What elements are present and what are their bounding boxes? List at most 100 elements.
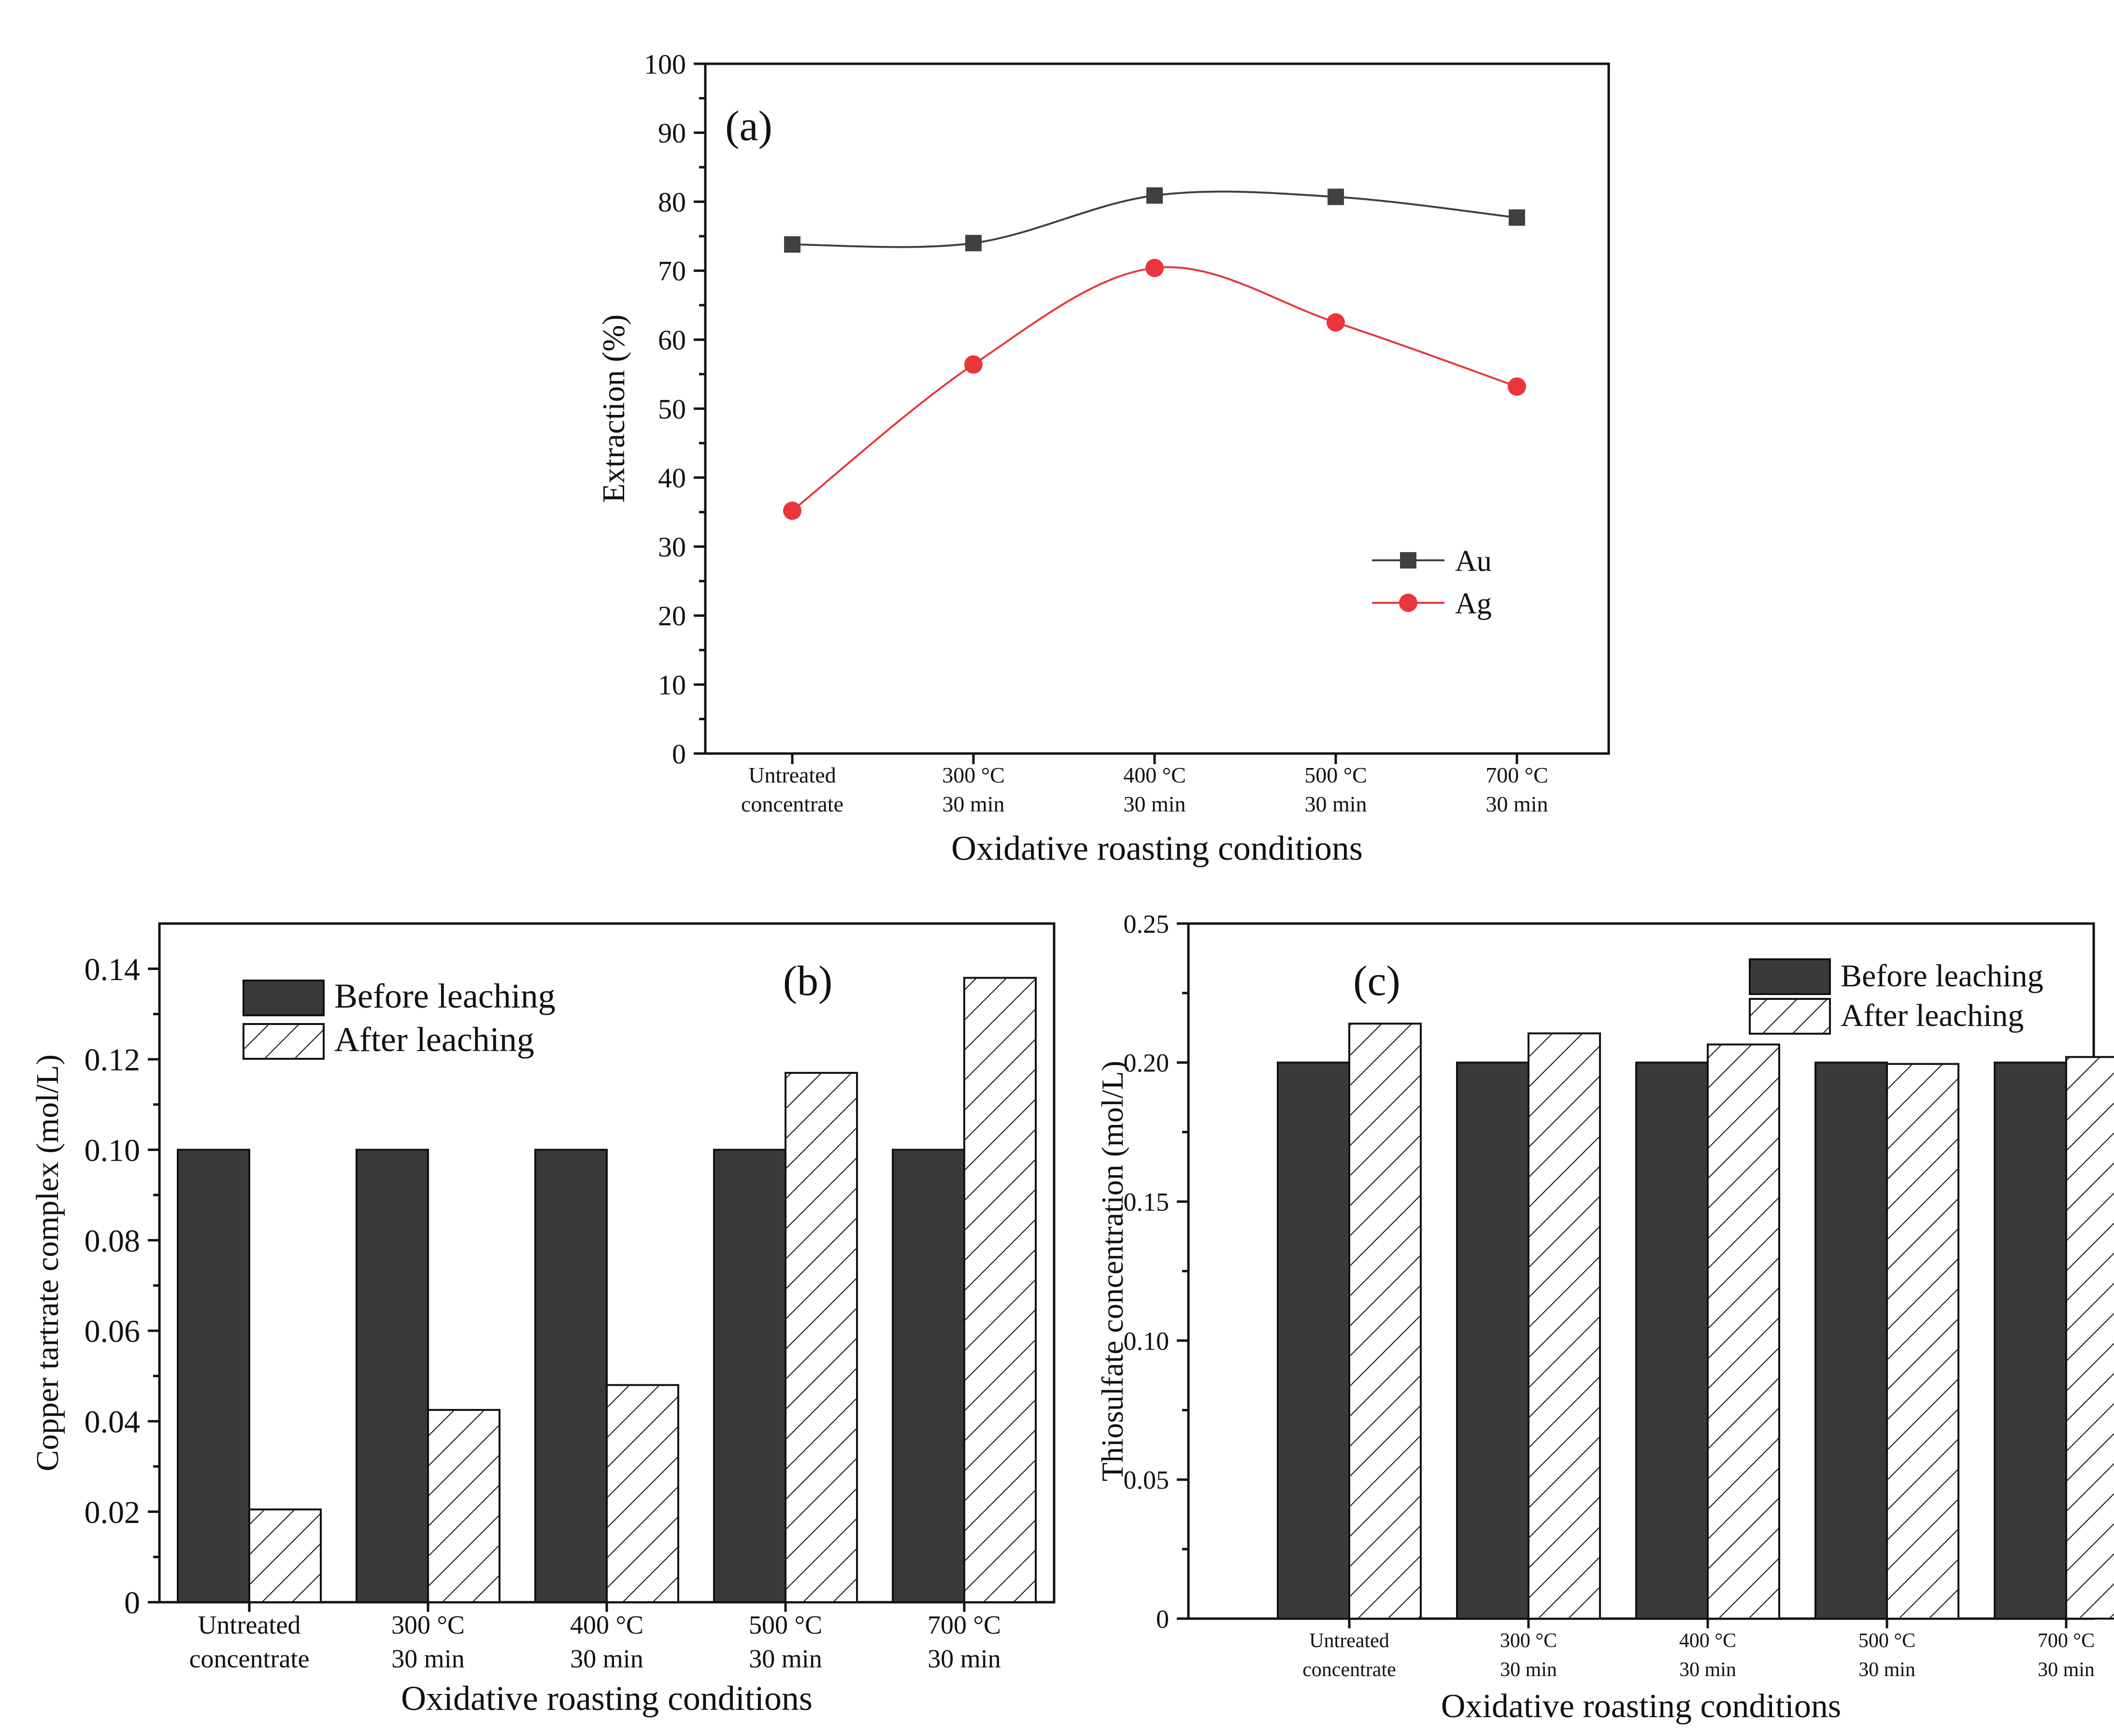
- x-tick-label: Untreated: [1309, 1630, 1389, 1652]
- x-tick-label: 30 min: [942, 792, 1004, 816]
- bar-before-leaching: [177, 1149, 250, 1603]
- x-tick-label: 500 °C: [1304, 763, 1367, 787]
- y-tick-label: 0.04: [85, 1404, 141, 1439]
- data-point-au: [1146, 187, 1163, 204]
- x-tick-label: Untreated: [748, 763, 836, 787]
- bar-before-leaching: [892, 1149, 965, 1603]
- y-tick-label: 0.02: [85, 1495, 141, 1530]
- x-tick-label: 500 °C: [1858, 1630, 1915, 1652]
- legend-label-ag: Ag: [1455, 587, 1492, 620]
- data-point-au: [1328, 188, 1344, 205]
- x-tick-label: 30 min: [928, 1644, 1001, 1673]
- x-tick-label: 30 min: [749, 1644, 822, 1673]
- y-tick-label: 0.25: [1124, 910, 1170, 939]
- bar-after-leaching: [785, 1072, 858, 1604]
- plot-frame: [704, 62, 1610, 755]
- data-point-au: [965, 235, 982, 252]
- y-tick-label: 0: [1156, 1605, 1169, 1634]
- x-tick-label: concentrate: [741, 792, 843, 816]
- x-tick-label: 30 min: [1123, 792, 1186, 816]
- bar-after-leaching: [2065, 1056, 2114, 1620]
- legend-swatch-before-leaching: [243, 980, 325, 1016]
- data-point-ag: [783, 501, 801, 520]
- legend-marker-au: [1400, 552, 1416, 569]
- legend-marker-ag: [1399, 594, 1417, 612]
- bar-after-leaching: [1886, 1063, 1959, 1620]
- y-tick-label: 0.10: [1124, 1326, 1170, 1355]
- x-tick-label: 300 °C: [942, 763, 1005, 787]
- legend-label-au: Au: [1455, 545, 1492, 578]
- y-tick-label: 0.14: [85, 952, 141, 987]
- chart-c: 0 0.05 0.10 0.15 0.20 0.25 Thiosulfate concent…: [1095, 910, 2114, 1725]
- x-axis-label: Oxidative roasting conditions: [951, 829, 1363, 868]
- y-tick-label: 0.06: [85, 1314, 141, 1349]
- y-tick-label: 70: [658, 256, 686, 287]
- x-tick-label: 400 °C: [1679, 1630, 1736, 1652]
- bar-after-leaching: [1348, 1023, 1422, 1620]
- y-tick-label: 0.05: [1124, 1466, 1170, 1494]
- bar-before-leaching: [534, 1149, 608, 1603]
- x-tick-label: 30 min: [1500, 1659, 1557, 1681]
- bar-before-leaching: [1994, 1061, 2067, 1620]
- data-point-ag: [1145, 258, 1164, 277]
- x-tick-label: 30 min: [1486, 792, 1548, 816]
- y-tick-label: 60: [658, 325, 686, 356]
- x-tick-label: 30 min: [570, 1644, 643, 1673]
- x-tick-label: 400 °C: [1123, 763, 1186, 787]
- x-tick-label: concentrate: [1302, 1659, 1396, 1681]
- y-tick-label: 0.08: [85, 1224, 141, 1259]
- panel-label: (a): [725, 103, 772, 150]
- x-tick-label: 30 min: [1679, 1659, 1736, 1681]
- legend-label-before-leaching: Before leaching: [334, 977, 556, 1015]
- series-line-ag: [791, 266, 1517, 512]
- bar-after-leaching: [606, 1384, 679, 1603]
- data-point-au: [784, 236, 800, 253]
- bar-before-leaching: [356, 1149, 429, 1603]
- y-tick-label: 0: [672, 738, 686, 769]
- data-point-ag: [964, 355, 983, 374]
- x-tick-label: 500 °C: [749, 1610, 822, 1639]
- y-tick-label: 0.20: [1124, 1049, 1170, 1078]
- x-tick-label: Untreated: [198, 1610, 301, 1639]
- chart-a: 0 10 20 30 40 50 60 70 80 90 100 Extraction (%) Oxid…: [596, 48, 1610, 868]
- legend-swatch-after-leaching: [243, 1023, 325, 1060]
- bar-before-leaching: [1635, 1061, 1709, 1620]
- legend-swatch-after-leaching: [1749, 998, 1831, 1035]
- y-tick-label: 0.15: [1124, 1188, 1170, 1217]
- y-tick-label: 30: [658, 531, 686, 563]
- x-axis-label: Oxidative roasting conditions: [401, 1679, 813, 1718]
- x-tick-label: 30 min: [1858, 1659, 1915, 1681]
- bar-after-leaching: [1707, 1043, 1780, 1620]
- x-tick-label: concentrate: [189, 1644, 310, 1673]
- y-axis-label: Copper tartrate complex (mol/L): [30, 1054, 65, 1471]
- y-tick-label: 80: [658, 186, 686, 218]
- y-tick-label: 20: [658, 600, 686, 632]
- data-point-ag: [1508, 377, 1526, 396]
- y-tick-label: 0.12: [85, 1042, 141, 1078]
- x-axis-label: Oxidative roasting conditions: [1441, 1688, 1841, 1725]
- y-tick-label: 40: [658, 462, 686, 494]
- y-tick-label: 0.10: [85, 1133, 141, 1168]
- x-tick-label: 30 min: [1304, 792, 1367, 816]
- y-tick-label: 10: [658, 669, 686, 701]
- x-tick-label: 700 °C: [2038, 1630, 2095, 1652]
- bar-after-leaching: [427, 1409, 500, 1604]
- y-tick-label: 50: [658, 393, 686, 425]
- bar-before-leaching: [1456, 1061, 1529, 1620]
- x-tick-label: 30 min: [2038, 1659, 2095, 1681]
- y-tick-label: 90: [658, 117, 686, 149]
- y-axis-label: Extraction (%): [596, 314, 631, 503]
- x-tick-label: 30 min: [391, 1644, 465, 1673]
- chart-b: 0 0.02 0.04 0.06 0.08 0.10 0.12 0.14 Copper tart…: [30, 922, 1056, 1718]
- legend-label-after-leaching: After leaching: [334, 1020, 534, 1059]
- data-point-ag: [1327, 313, 1345, 332]
- panel-label: (c): [1353, 958, 1400, 1005]
- bar-after-leaching: [1528, 1032, 1601, 1620]
- legend-label-after-leaching: After leaching: [1841, 998, 2024, 1033]
- x-tick-label: 700 °C: [928, 1610, 1001, 1639]
- legend-label-before-leaching: Before leaching: [1841, 958, 2043, 994]
- x-tick-label: 300 °C: [391, 1610, 465, 1639]
- x-tick-label: 400 °C: [570, 1610, 643, 1639]
- y-tick-label: 0: [124, 1585, 140, 1621]
